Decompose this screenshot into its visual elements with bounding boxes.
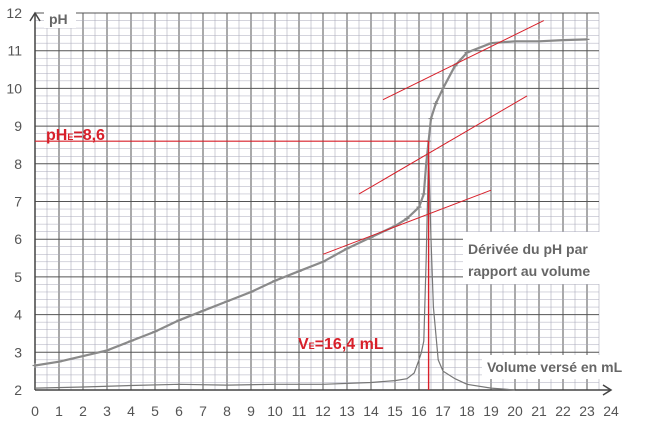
ph-data-point xyxy=(560,37,566,43)
chart-marks xyxy=(32,20,590,391)
x-tick-label: 3 xyxy=(103,403,111,419)
ph-data-point xyxy=(200,308,206,314)
x-tick-label: 9 xyxy=(247,403,255,419)
xlabel-bg xyxy=(482,355,652,379)
ph-data-point xyxy=(536,38,542,44)
y-tick-label: 5 xyxy=(14,269,22,285)
ph-data-point xyxy=(584,36,590,42)
y-tick-label: 10 xyxy=(6,80,22,96)
x-axis-label: Volume versé en mL xyxy=(487,359,623,375)
ph-data-point xyxy=(416,204,422,210)
x-tick-label: 15 xyxy=(387,403,403,419)
x-tick-label: 6 xyxy=(175,403,183,419)
ph-data-point xyxy=(152,329,158,335)
x-tick-label: 5 xyxy=(151,403,159,419)
ph-data-point xyxy=(428,116,434,122)
derivative-label-line1: Dérivée du pH par xyxy=(468,241,588,257)
ph-data-point xyxy=(128,338,134,344)
ph-data-point xyxy=(440,85,446,91)
y-tick-label: 8 xyxy=(14,156,22,172)
tangent-line xyxy=(358,95,528,195)
x-tick-label: 22 xyxy=(555,403,571,419)
ph-data-point xyxy=(433,100,439,106)
x-tick-label: 20 xyxy=(507,403,523,419)
y-tick-label: 6 xyxy=(14,231,22,247)
ph-data-point xyxy=(512,38,518,44)
y-axis-label: pH xyxy=(49,11,68,27)
y-tick-label: 9 xyxy=(14,118,22,134)
x-tick-label: 18 xyxy=(459,403,475,419)
x-tick-label: 7 xyxy=(199,403,207,419)
x-tick-label: 2 xyxy=(79,403,87,419)
ph-data-point xyxy=(80,353,86,359)
ph-data-point xyxy=(104,347,110,353)
ve-annotation: VE=16,4 mL xyxy=(298,336,384,353)
derivative-label-bg xyxy=(463,232,628,284)
ph-data-point xyxy=(344,246,350,252)
tick-labels: 0 1 2 3 4 5 6 7 8 9 10 11 12 13 14 15 16 17 18 19 20 21 22 23 24… xyxy=(6,5,619,419)
x-tick-label: 21 xyxy=(531,403,547,419)
y-tick-label: 3 xyxy=(14,344,22,360)
tangent-line xyxy=(382,20,545,101)
ph-data-point xyxy=(404,215,410,221)
ph-data-point xyxy=(421,191,427,197)
tangent-line xyxy=(322,189,492,255)
ph-data-point xyxy=(32,362,38,368)
y-tick-label: 4 xyxy=(14,307,22,323)
ph-data-point xyxy=(272,278,278,284)
x-tick-label: 0 xyxy=(31,403,39,419)
x-axis-arrow xyxy=(602,384,613,396)
x-tick-label: 8 xyxy=(223,403,231,419)
x-tick-label: 1 xyxy=(55,403,63,419)
x-tick-label: 23 xyxy=(579,403,595,419)
x-tick-label: 13 xyxy=(339,403,355,419)
x-tick-label: 24 xyxy=(603,403,619,419)
y-axis-arrow xyxy=(29,11,41,22)
ph-data-point xyxy=(56,359,62,365)
derivative-curve xyxy=(34,152,516,391)
y-tick-label: 2 xyxy=(14,382,22,398)
x-tick-label: 10 xyxy=(267,403,283,419)
x-tick-label: 11 xyxy=(292,403,307,419)
ph-data-point xyxy=(488,40,494,46)
y-tick-label: 12 xyxy=(6,5,22,21)
derivative-label-line2: rapport au volume xyxy=(468,263,590,279)
x-tick-label: 16 xyxy=(411,403,427,419)
x-tick-label: 14 xyxy=(363,403,379,419)
x-tick-label: 17 xyxy=(435,403,451,419)
y-tick-label: 11 xyxy=(7,43,22,59)
ph-data-point xyxy=(320,259,326,265)
ph-data-point xyxy=(176,317,182,323)
ph-data-point xyxy=(224,298,230,304)
ph-data-point xyxy=(248,289,254,295)
ph-data-point xyxy=(296,268,302,274)
ylabel-bg xyxy=(44,6,76,28)
ph-data-point xyxy=(464,50,470,56)
x-tick-label: 19 xyxy=(483,403,499,419)
phe-annotation: pHE=8,6 xyxy=(46,127,105,144)
x-tick-label: 12 xyxy=(315,403,331,419)
x-tick-label: 4 xyxy=(127,403,135,419)
y-tick-label: 7 xyxy=(14,194,22,210)
